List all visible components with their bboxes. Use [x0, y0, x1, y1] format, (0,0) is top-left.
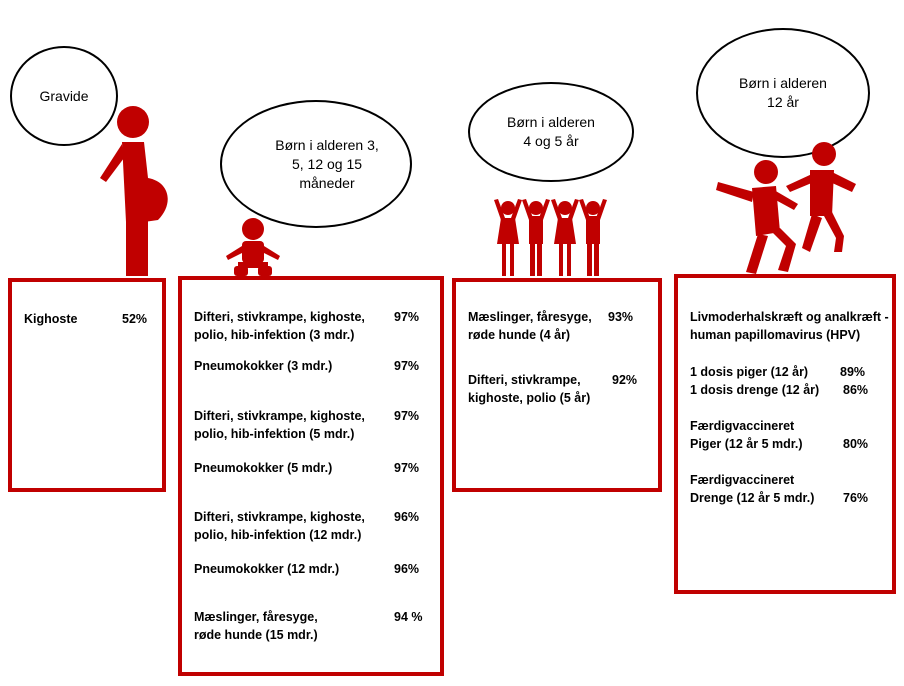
vaccine-label: 1 dosis piger (12 år): [690, 365, 809, 379]
pregnant-woman-icon: [100, 106, 168, 276]
playing-children-icon: [716, 142, 856, 274]
vaccine-label: Difteri, stivkrampe, kighoste, polio (5 …: [468, 373, 591, 405]
bubble-label: Gravide: [39, 87, 89, 104]
box-children-12: Livmoderhalskræft og analkræft - human p…: [674, 274, 896, 594]
coverage-percent: 80%: [843, 437, 869, 451]
vaccine-label: Difteri, stivkrampe, kighoste, polio, hi…: [194, 510, 365, 542]
bubble-infants: Børn i alderen 3, 5, 12 og 15 måneder: [220, 100, 412, 228]
coverage-percent: 96%: [394, 562, 420, 576]
coverage-percent: 94 %: [394, 610, 423, 624]
vaccine-label: Mæslinger, fåresyge, røde hunde (15 mdr.…: [194, 610, 318, 642]
vaccine-label: Pneumokokker (12 mdr.): [194, 562, 340, 576]
coverage-percent: 97%: [394, 310, 420, 324]
bubble-children-4-5: Børn i alderen 4 og 5 år: [468, 82, 634, 182]
coverage-percent: 86%: [843, 383, 869, 397]
coverage-percent: 96%: [394, 510, 420, 524]
vaccine-label: Kighoste: [24, 312, 78, 326]
box-pregnant: Kighoste 52%: [8, 278, 166, 492]
children-group-icon: [494, 199, 607, 276]
vaccine-label: Færdigvaccineret Piger (12 år 5 mdr.): [690, 419, 803, 451]
bubble-pregnant: Gravide: [10, 46, 118, 146]
coverage-percent: 52%: [122, 312, 148, 326]
coverage-percent: 76%: [843, 491, 869, 505]
bubble-label: Børn i alderen 12 år: [739, 75, 827, 110]
box-infants: Difteri, stivkrampe, kighoste, polio, hi…: [178, 276, 444, 676]
coverage-percent: 89%: [840, 365, 866, 379]
vaccine-label: Pneumokokker (3 mdr.): [194, 359, 333, 373]
vaccine-label: Difteri, stivkrampe, kighoste, polio, hi…: [194, 310, 365, 342]
coverage-percent: 97%: [394, 359, 420, 373]
vaccine-label: Mæslinger, fåresyge, røde hunde (4 år): [468, 310, 592, 342]
bubble-label: Børn i alderen 3, 5, 12 og 15 måneder: [275, 136, 379, 191]
baby-icon: [226, 218, 280, 276]
vaccine-label: Færdigvaccineret Drenge (12 år 5 mdr.): [690, 473, 815, 505]
bubble-label: Børn i alderen 4 og 5 år: [507, 114, 595, 149]
vaccine-label: 1 dosis drenge (12 år): [690, 383, 820, 397]
box-children-4-5: Mæslinger, fåresyge, røde hunde (4 år) 9…: [452, 278, 662, 492]
hpv-header: Livmoderhalskræft og analkræft - human p…: [690, 310, 889, 342]
vaccine-label: Difteri, stivkrampe, kighoste, polio, hi…: [194, 409, 365, 441]
vaccine-label: Pneumokokker (5 mdr.): [194, 461, 333, 475]
coverage-percent: 97%: [394, 409, 420, 423]
coverage-percent: 97%: [394, 461, 420, 475]
bubble-children-12: Børn i alderen 12 år: [696, 28, 870, 158]
coverage-percent: 93%: [608, 310, 634, 324]
coverage-percent: 92%: [612, 373, 638, 387]
